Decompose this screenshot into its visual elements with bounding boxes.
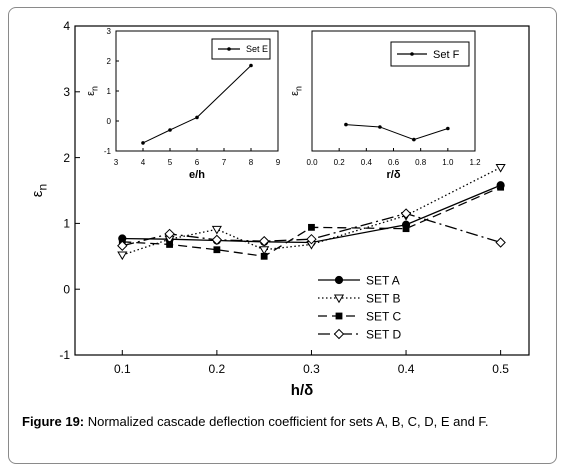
main-data-point xyxy=(497,183,505,191)
main-x-tick-label: 0.4 xyxy=(398,362,415,376)
inset-e-x-tick-label: 6 xyxy=(195,158,200,167)
main-data-point xyxy=(211,234,223,246)
main-legend-marker xyxy=(334,275,344,285)
inset-e-series-line xyxy=(142,65,252,144)
inset-e-y-tick-label: 0 xyxy=(107,117,112,126)
main-x-tick-label: 0.1 xyxy=(114,362,131,376)
inset-e-legend-label: Set E xyxy=(246,44,268,54)
main-x-tick-label: 0.3 xyxy=(303,362,320,376)
main-data-point xyxy=(166,241,173,248)
chart-canvas: 0.1 0.2 0.3 0.4 0.5 -1 0 1 2 3 4 h/δ εn SET A SET B SET… xyxy=(29,19,530,399)
inset-e-legend-box xyxy=(211,38,271,60)
inset-e-legend-marker xyxy=(227,47,231,51)
inset-e-x-axis-label: e/h xyxy=(189,169,205,181)
main-y-tick-label: 1 xyxy=(63,217,70,231)
main-plot-frame xyxy=(74,25,530,356)
inset-e-y-tick-label: 1 xyxy=(107,87,112,96)
inset-e-x-tick-label: 3 xyxy=(114,158,119,167)
main-data-point xyxy=(117,251,128,261)
main-legend-label: SET A xyxy=(366,273,400,287)
main-y-tick-label: 2 xyxy=(63,151,70,165)
inset-f-data-point xyxy=(344,122,348,127)
main-data-point xyxy=(308,223,315,231)
inset-e-data-point xyxy=(249,63,253,68)
inset-e-x-tick-label: 4 xyxy=(141,158,146,167)
inset-f-x-tick-label: 0.0 xyxy=(306,158,318,167)
main-legend-marker xyxy=(333,328,345,340)
inset-f-x-tick-label: 0.6 xyxy=(388,158,400,167)
inset-e-y-tick-label: 2 xyxy=(107,57,112,66)
inset-f-x-tick-label: 1.2 xyxy=(469,158,481,167)
main-x-tick-label: 0.5 xyxy=(492,362,509,376)
main-y-axis-label: εn xyxy=(29,184,50,197)
main-data-point xyxy=(211,225,222,235)
inset-e-series-0 xyxy=(141,63,253,145)
inset-f-data-point xyxy=(378,125,382,129)
main-y-tick-label: 0 xyxy=(63,282,70,296)
inset-e-data-point xyxy=(195,115,199,120)
inset-f-legend-marker xyxy=(410,52,414,56)
main-legend-label: SET D xyxy=(366,327,401,341)
main-data-point xyxy=(495,163,506,173)
inset-e-x-tick-label: 9 xyxy=(276,158,281,167)
main-data-point xyxy=(117,240,128,251)
inset-f-series-0 xyxy=(344,122,450,142)
inset-e-x-tick-label: 8 xyxy=(249,158,254,167)
inset-e-data-point xyxy=(168,128,172,132)
inset-f-x-tick-label: 0.2 xyxy=(334,158,346,167)
main-y-tick-label: 3 xyxy=(63,85,70,99)
figure-caption: Figure 19: Normalized cascade deflection… xyxy=(22,413,550,430)
inset-f-legend-label: Set F xyxy=(433,49,460,61)
inset-f-data-point xyxy=(446,126,450,131)
main-data-point xyxy=(213,246,221,254)
main-series-line xyxy=(122,184,501,244)
caption-text: Normalized cascade deflection coefficien… xyxy=(84,414,489,429)
inset-e-x-tick-label: 5 xyxy=(168,158,173,167)
main-data-point xyxy=(400,208,412,219)
inset-f-x-tick-label: 1.0 xyxy=(442,158,454,167)
main-data-point xyxy=(259,246,270,255)
main-data-point xyxy=(164,228,175,240)
main-legend-label: SET C xyxy=(366,309,401,323)
main-data-point xyxy=(260,252,268,260)
main-legend-marker xyxy=(335,312,343,320)
inset-e-y-axis-label: εn xyxy=(85,86,99,96)
main-y-tick-label: 4 xyxy=(63,19,70,33)
figure-frame xyxy=(8,7,557,464)
inset-f-x-tick-label: 0.4 xyxy=(361,158,373,167)
main-legend-marker xyxy=(333,294,345,304)
inset-f-y-axis-label: εn xyxy=(289,86,303,96)
inset-f-series-line xyxy=(345,124,448,141)
main-y-tick-label: -1 xyxy=(59,348,70,362)
inset-f-x-tick-label: 0.8 xyxy=(415,158,427,167)
main-data-point xyxy=(306,233,317,245)
inset-e-x-tick-label: 7 xyxy=(222,158,227,167)
inset-f-x-axis-label: r/δ xyxy=(386,169,400,181)
inset-e-y-tick-label: 3 xyxy=(107,27,112,36)
main-data-point xyxy=(495,237,506,248)
main-series-1 xyxy=(117,163,506,261)
main-data-point xyxy=(258,235,270,247)
main-legend-label: SET B xyxy=(366,291,400,305)
inset-e-y-tick-label: -1 xyxy=(104,147,112,156)
caption-label: Figure 19: xyxy=(22,414,85,429)
main-x-tick-label: 0.2 xyxy=(209,362,226,376)
inset-f-data-point xyxy=(412,137,416,142)
main-x-axis-label: h/δ xyxy=(291,382,313,399)
main-data-point xyxy=(402,225,410,233)
inset-e-data-point xyxy=(141,141,145,145)
main-legend-box xyxy=(312,268,424,346)
main-series-3 xyxy=(117,208,506,251)
